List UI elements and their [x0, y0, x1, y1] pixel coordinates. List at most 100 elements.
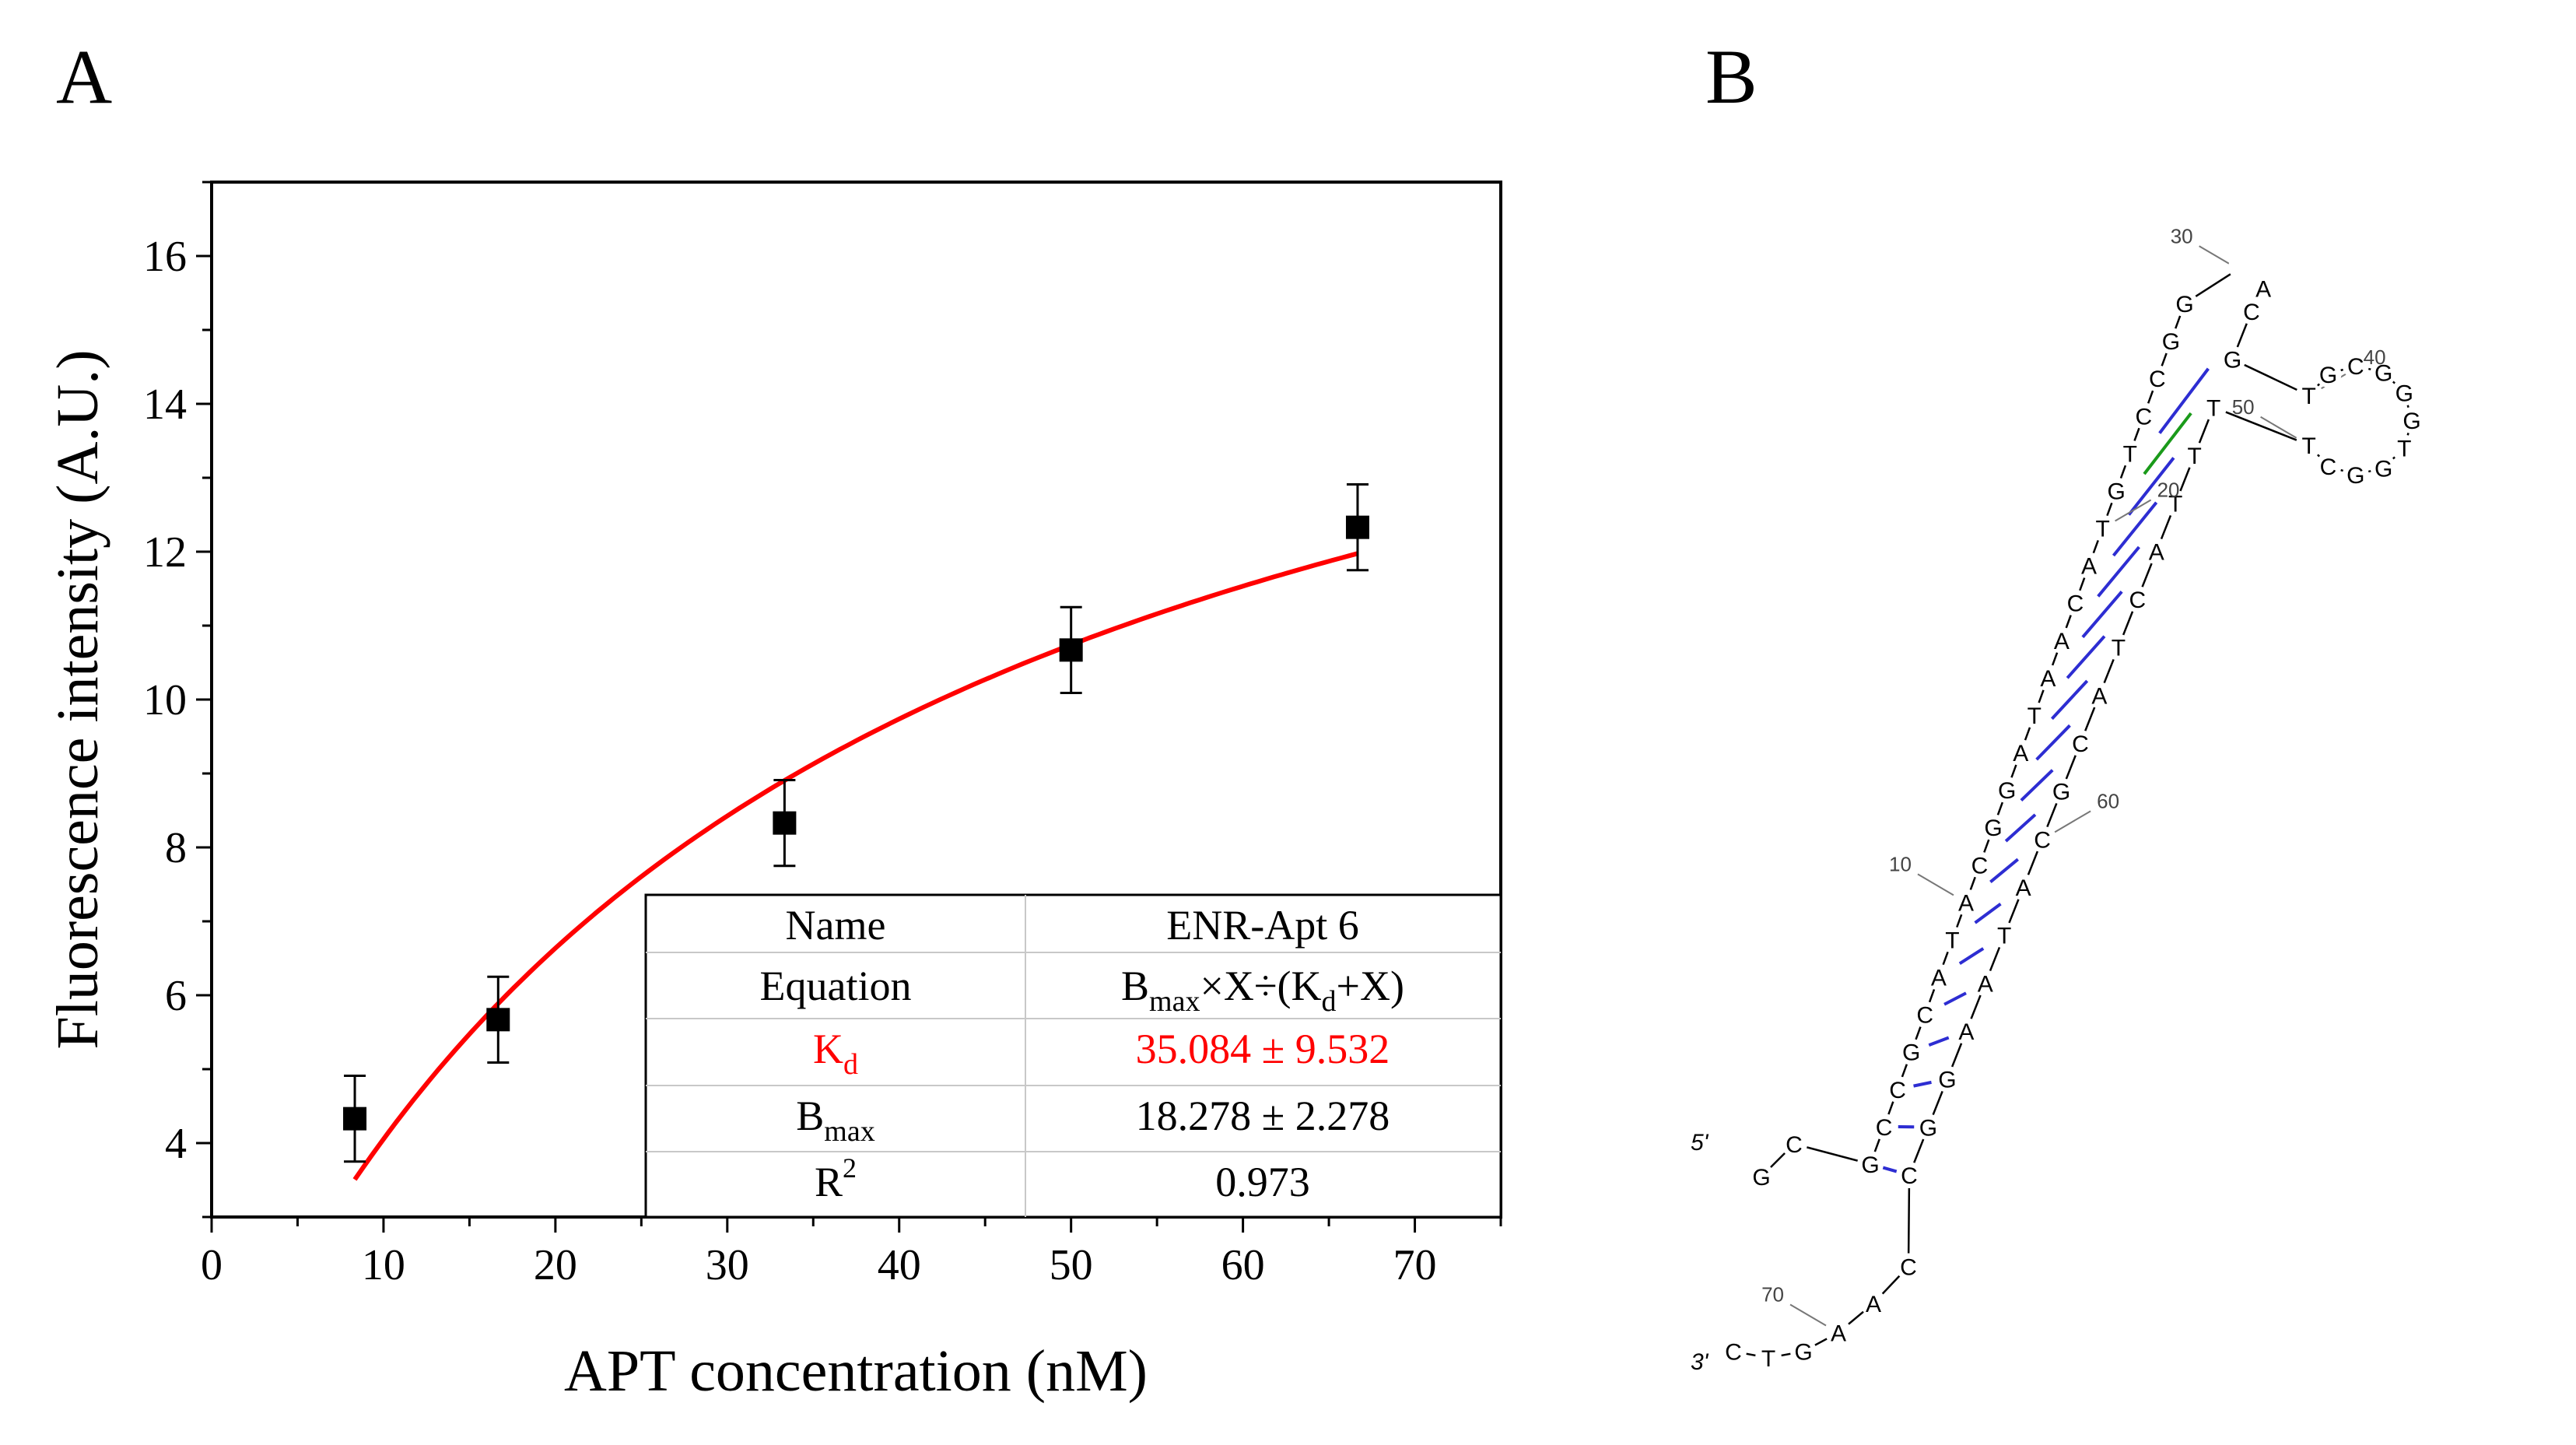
base-pair-lines	[1882, 367, 2210, 1173]
base-halo	[1884, 1075, 1912, 1103]
base-halo	[1993, 777, 2020, 804]
position-tick	[2260, 416, 2297, 439]
base-halo	[1781, 1131, 1807, 1157]
base-halo	[2035, 664, 2062, 691]
x-tick-label: 60	[1221, 1241, 1265, 1289]
nucleotide: G	[1919, 1115, 1937, 1141]
x-tick-label: 40	[878, 1241, 921, 1289]
base-halo	[1896, 1162, 1922, 1188]
nucleotide: G	[2374, 456, 2392, 482]
y-axis-label: Fluorescence intensity (A.U.)	[45, 349, 110, 1049]
nucleotide: A	[2013, 741, 2028, 766]
point-marker	[486, 1008, 510, 1032]
nucleotide: C	[1889, 1078, 1906, 1103]
base-halo	[2089, 514, 2116, 542]
y-tick-label: 16	[143, 233, 187, 281]
table-kd-value: 35.084 ± 9.532	[1136, 1026, 1390, 1072]
y-tick-label: 8	[165, 824, 187, 872]
nucleotide: G	[1861, 1152, 1879, 1178]
point-marker	[1345, 515, 1369, 539]
panel-b-label: B	[1705, 33, 1758, 120]
base-halo	[1952, 889, 1979, 916]
base-halo	[2391, 434, 2418, 461]
nucleotide: T	[1761, 1346, 1775, 1372]
nucleotide: A	[2091, 683, 2107, 709]
base-halo	[2315, 453, 2342, 480]
base-halo	[1748, 1163, 1775, 1190]
table-border	[644, 893, 1502, 1219]
data-points	[343, 483, 1369, 1163]
base-pair-line	[2035, 724, 2071, 761]
base-halo	[2391, 379, 2418, 406]
table-equation-label: Equation	[760, 963, 912, 1009]
base-halo	[1895, 1253, 1922, 1280]
base-halo	[1755, 1345, 1782, 1371]
base-pair-line	[1974, 902, 2002, 924]
base-halo	[2143, 365, 2171, 392]
nucleotide: C	[2072, 731, 2089, 757]
nucleotide: A	[1931, 966, 1947, 991]
table-r2-value: 0.973	[1215, 1159, 1310, 1205]
nucleotide: T	[2028, 703, 2042, 729]
base-halo	[1939, 926, 1966, 953]
nucleotide: C	[2243, 300, 2260, 325]
nucleotide: C	[1901, 1163, 1918, 1189]
nucleotide: G	[1752, 1165, 1770, 1191]
nucleotide: T	[1945, 928, 1959, 953]
base-halo	[2007, 739, 2035, 766]
base-halo	[2105, 633, 2132, 661]
nucleotide: C	[2034, 827, 2051, 853]
three-prime-label: 3'	[1691, 1349, 1709, 1375]
base-pair-line	[2081, 591, 2123, 639]
x-tick-label: 10	[362, 1241, 405, 1289]
base-halo	[2370, 359, 2397, 386]
base-halo	[2076, 552, 2103, 579]
position-label: 30	[2171, 224, 2193, 247]
base-halo	[2010, 874, 2037, 900]
base-halo	[2086, 682, 2113, 709]
nucleotide: A	[2255, 277, 2271, 303]
base-halo	[1857, 1151, 1884, 1177]
base-pair-line	[2143, 412, 2192, 475]
data-point	[343, 1075, 367, 1163]
nucleotide: T	[1997, 924, 2011, 949]
base-pair-line	[2066, 635, 2106, 679]
position-label: 40	[2364, 345, 2386, 369]
base-halo	[1991, 921, 2018, 949]
nucleotide: T	[2188, 444, 2202, 469]
nucleotide: G	[1794, 1340, 1812, 1366]
nucleotide: G	[2319, 363, 2337, 388]
table-kd-label: Kd	[813, 1026, 858, 1081]
position-tick	[1917, 873, 1954, 896]
y-tick-label: 14	[143, 381, 187, 429]
base-halo	[1720, 1338, 1747, 1365]
base-halo	[1898, 1038, 1925, 1065]
x-tick-label: 0	[201, 1241, 223, 1289]
base-halo	[2295, 382, 2322, 409]
position-labels: 10 20 30 40 50 60 70	[1761, 224, 2385, 1306]
table-name-label: Name	[786, 902, 886, 949]
base-halo	[2130, 402, 2157, 430]
nucleotide: A	[2054, 629, 2070, 654]
x-tick-label: 20	[534, 1241, 577, 1289]
nucleotide: A	[1831, 1321, 1846, 1347]
nucleotide: C	[2347, 354, 2364, 380]
x-tick-label: 70	[1393, 1241, 1437, 1289]
base-halo	[1860, 1289, 1887, 1317]
nucleotide: T	[2112, 636, 2126, 661]
nucleotide: T	[2301, 433, 2315, 459]
base-halo	[2238, 298, 2265, 324]
nucleotide: C	[2320, 454, 2337, 480]
base-halo	[2342, 461, 2369, 488]
base-pair-line	[2004, 813, 2037, 843]
base-halo	[2315, 360, 2342, 388]
base-halo	[2103, 477, 2130, 504]
x-axis-ticks: 0 10 20 30 40 50 60 70	[201, 1217, 1502, 1289]
base-halo	[2250, 275, 2277, 302]
nucleotide: G	[1938, 1068, 1956, 1093]
base-pair-line	[1943, 991, 1967, 1006]
table-r2-label: R2	[815, 1152, 857, 1205]
base-halo	[2219, 345, 2246, 373]
y-tick-label: 6	[165, 972, 187, 1020]
